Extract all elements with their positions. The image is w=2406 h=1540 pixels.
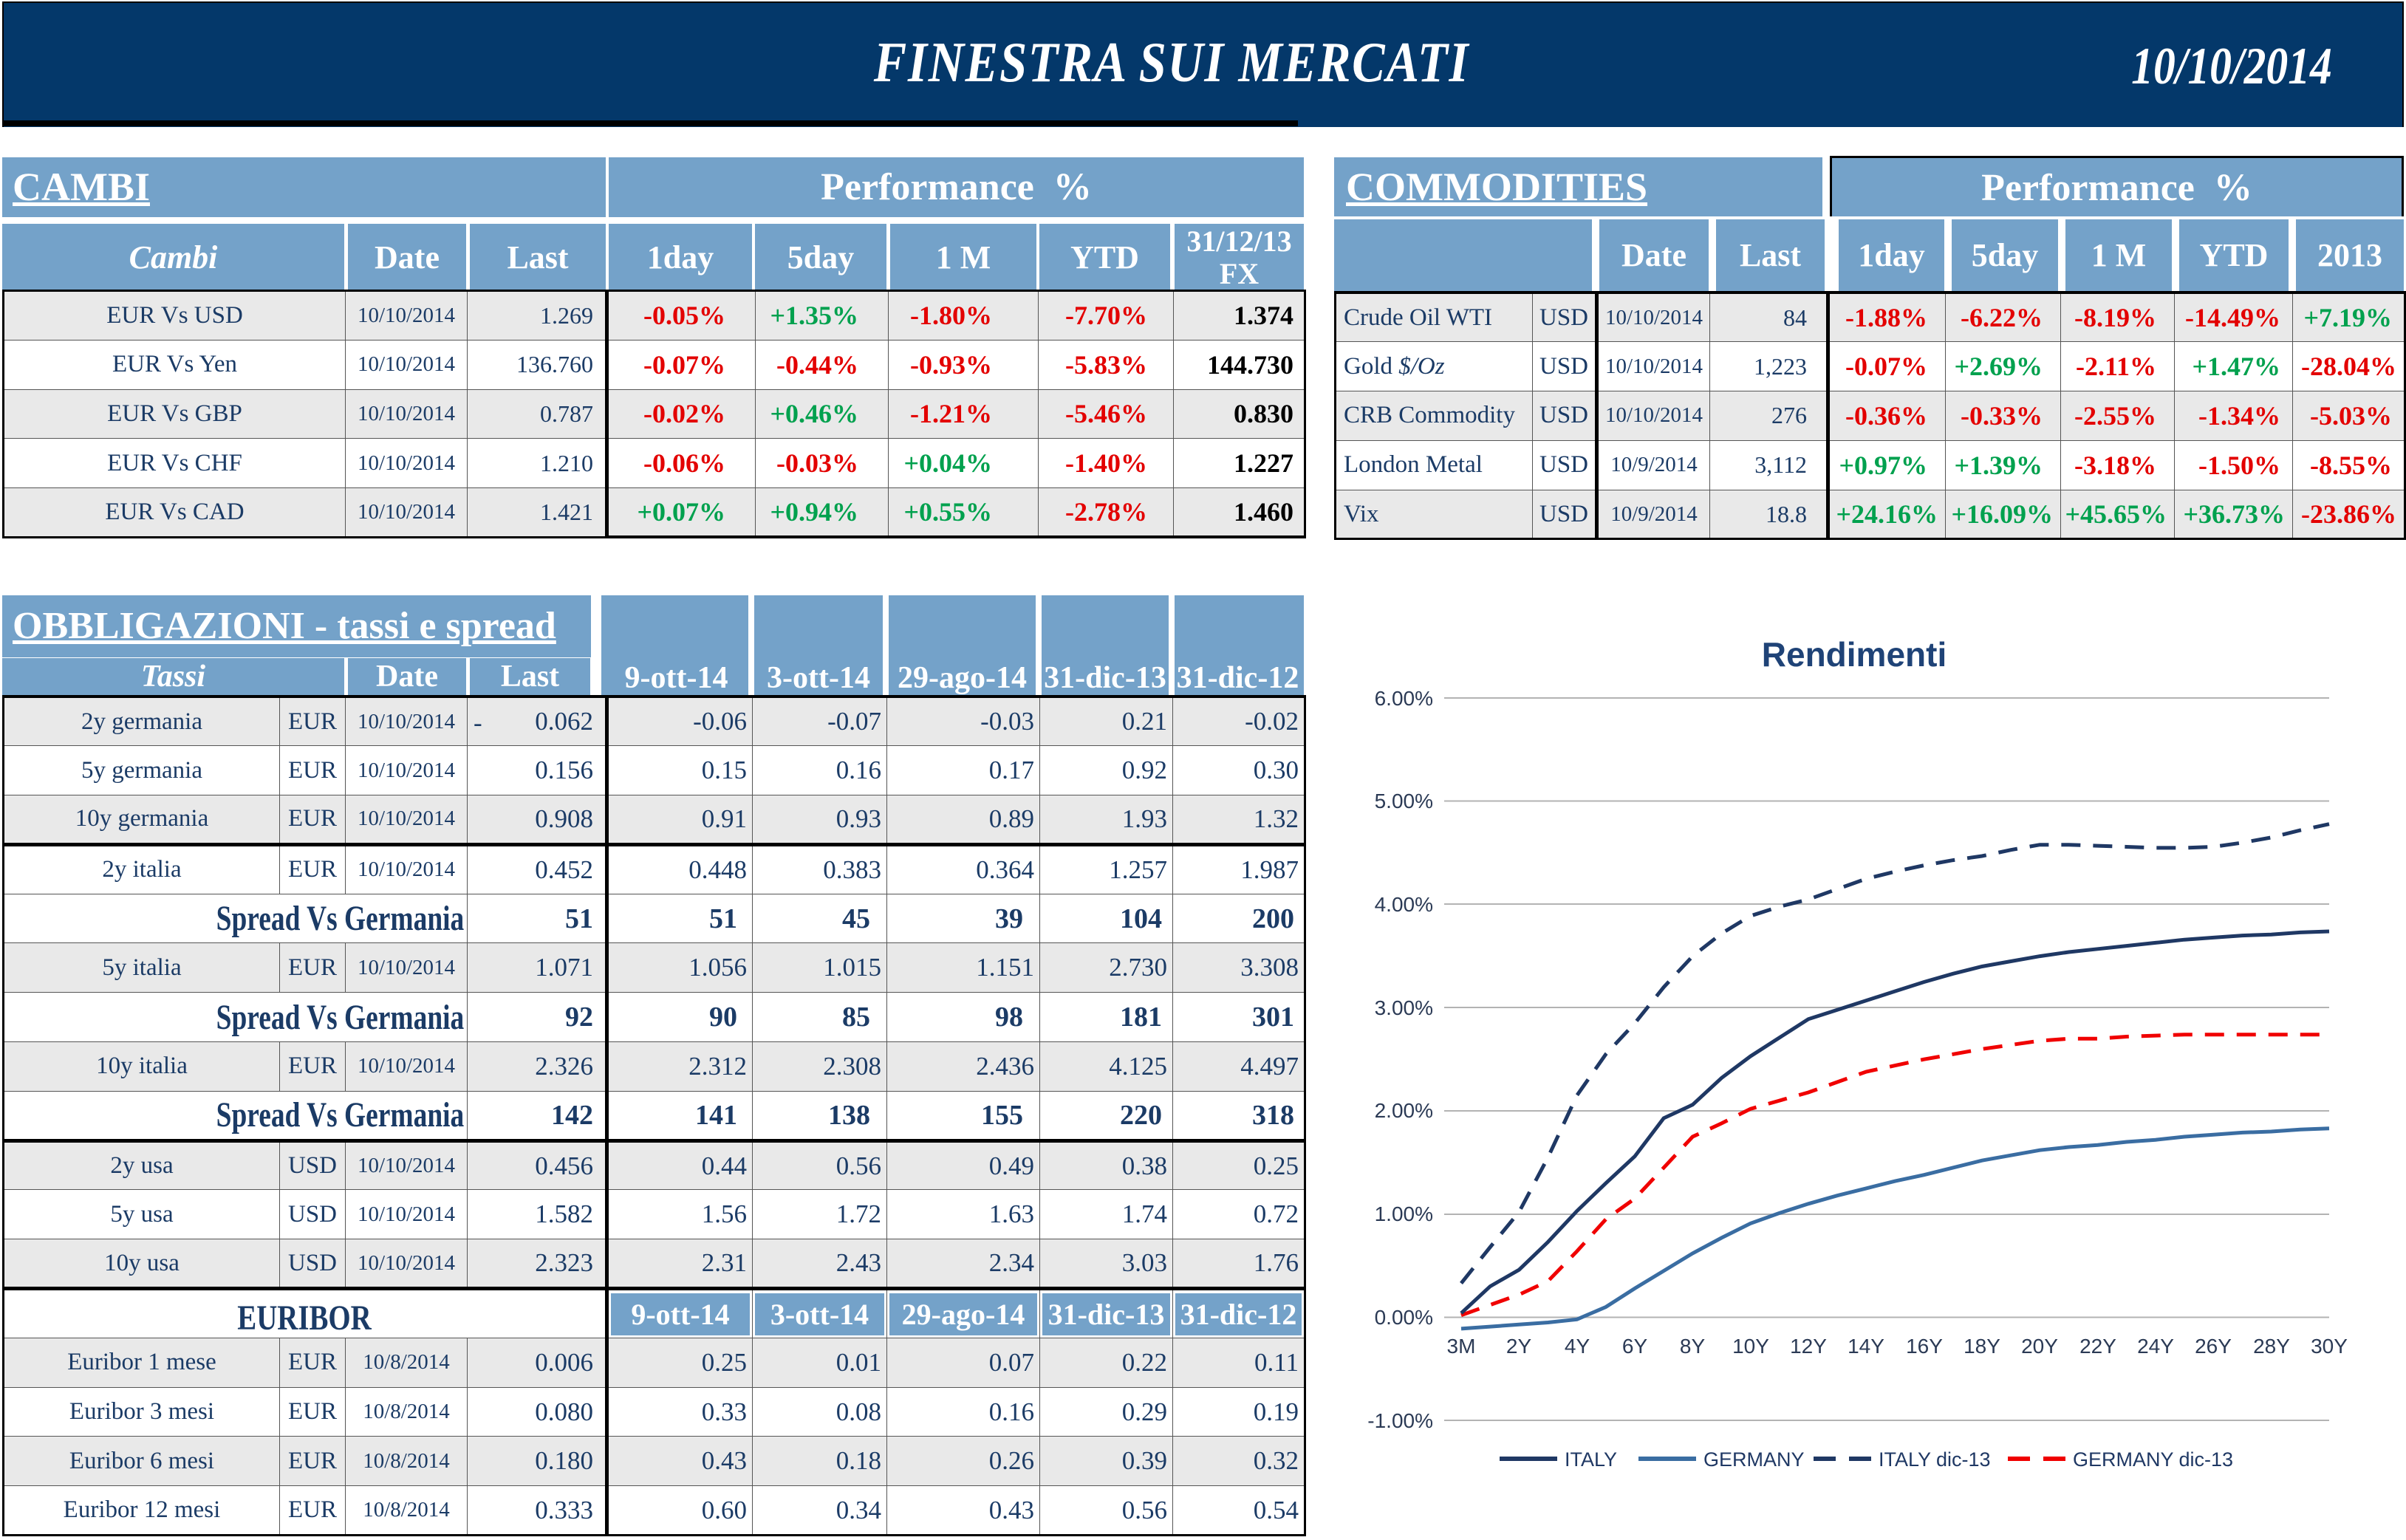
- svg-text:22Y: 22Y: [2079, 1335, 2116, 1358]
- svg-text:ITALY: ITALY: [1565, 1448, 1617, 1471]
- svg-text:1.00%: 1.00%: [1375, 1202, 1433, 1225]
- svg-text:6.00%: 6.00%: [1375, 687, 1433, 710]
- svg-text:14Y: 14Y: [1848, 1335, 1884, 1358]
- svg-text:2.00%: 2.00%: [1375, 1099, 1433, 1122]
- svg-text:26Y: 26Y: [2195, 1335, 2232, 1358]
- svg-text:3M: 3M: [1447, 1335, 1476, 1358]
- svg-text:GERMANY: GERMANY: [1703, 1448, 1805, 1471]
- svg-text:28Y: 28Y: [2253, 1335, 2290, 1358]
- svg-text:ITALY dic-13: ITALY dic-13: [1879, 1448, 1991, 1471]
- svg-text:GERMANY dic-13: GERMANY dic-13: [2073, 1448, 2233, 1471]
- svg-text:24Y: 24Y: [2137, 1335, 2174, 1358]
- svg-text:18Y: 18Y: [1964, 1335, 2000, 1358]
- svg-text:8Y: 8Y: [1680, 1335, 1706, 1358]
- svg-text:6Y: 6Y: [1622, 1335, 1648, 1358]
- svg-text:30Y: 30Y: [2311, 1335, 2348, 1358]
- svg-text:12Y: 12Y: [1790, 1335, 1827, 1358]
- svg-text:16Y: 16Y: [1906, 1335, 1943, 1358]
- svg-text:4.00%: 4.00%: [1375, 893, 1433, 916]
- svg-text:10Y: 10Y: [1732, 1335, 1769, 1358]
- svg-text:2Y: 2Y: [1506, 1335, 1532, 1358]
- svg-text:5.00%: 5.00%: [1375, 790, 1433, 812]
- svg-text:3.00%: 3.00%: [1375, 996, 1433, 1019]
- svg-text:20Y: 20Y: [2021, 1335, 2058, 1358]
- svg-text:4Y: 4Y: [1565, 1335, 1590, 1358]
- svg-text:Rendimenti: Rendimenti: [1762, 635, 1947, 674]
- svg-text:-1.00%: -1.00%: [1367, 1409, 1433, 1432]
- svg-text:0.00%: 0.00%: [1375, 1306, 1433, 1329]
